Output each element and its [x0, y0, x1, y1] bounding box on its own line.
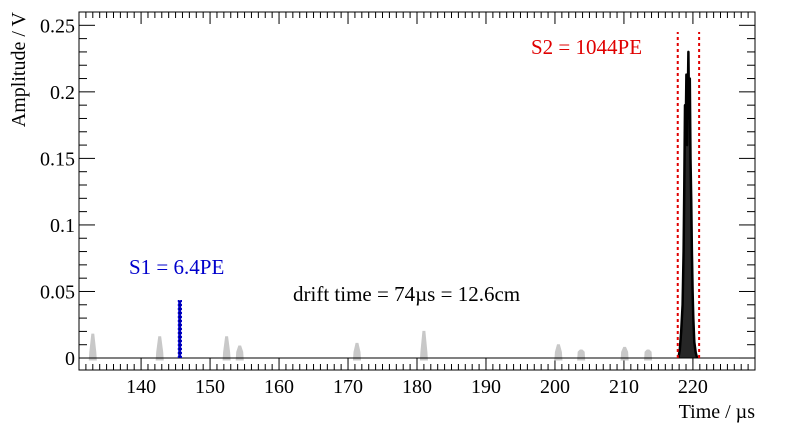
drift-time-label: drift time = 74µs = 12.6cm [293, 282, 520, 306]
y-axis-label: Amplitude / V [8, 11, 30, 127]
noise-pulse [419, 330, 428, 361]
noise-pulse [554, 344, 563, 361]
window-markers [177, 31, 701, 359]
s2-waveform-fill [678, 51, 698, 359]
noise-pulse [644, 349, 653, 361]
plot-frame [78, 11, 756, 371]
y-tick-label: 0.15 [40, 148, 75, 170]
y-tick-label: 0.1 [50, 215, 75, 237]
y-tick-label: 0.05 [40, 281, 75, 303]
x-tick-label: 220 [678, 376, 708, 398]
noise-pulse [222, 336, 231, 361]
noise-pulses [88, 330, 653, 361]
y-tick-label: 0 [65, 348, 75, 370]
noise-pulse [235, 345, 244, 361]
x-tick-label: 160 [264, 376, 294, 398]
x-tick-label: 170 [333, 376, 363, 398]
noise-pulse [155, 336, 164, 361]
x-tick-label: 180 [402, 376, 432, 398]
x-tick-label: 140 [126, 376, 156, 398]
s1-label: S1 = 6.4PE [129, 255, 224, 279]
tick-labels: 140 150 160 170 180 190 200 210 220 0 0.05 0.1 0.15 0… [40, 15, 708, 398]
noise-pulse [577, 349, 586, 361]
x-tick-label: 190 [471, 376, 501, 398]
y-tick-label: 0.25 [40, 15, 75, 37]
s2-waveform-group [677, 50, 699, 359]
noise-pulse [352, 342, 362, 361]
x-axis-label: Time / µs [679, 401, 756, 423]
noise-pulse [88, 333, 97, 361]
s2-label: S2 = 1044PE [531, 35, 642, 59]
x-tick-label: 210 [609, 376, 639, 398]
y-tick-label: 0.2 [50, 82, 75, 104]
noise-pulse [620, 346, 629, 361]
x-tick-label: 150 [195, 376, 225, 398]
major-ticks [79, 12, 755, 370]
x-tick-label: 200 [540, 376, 570, 398]
